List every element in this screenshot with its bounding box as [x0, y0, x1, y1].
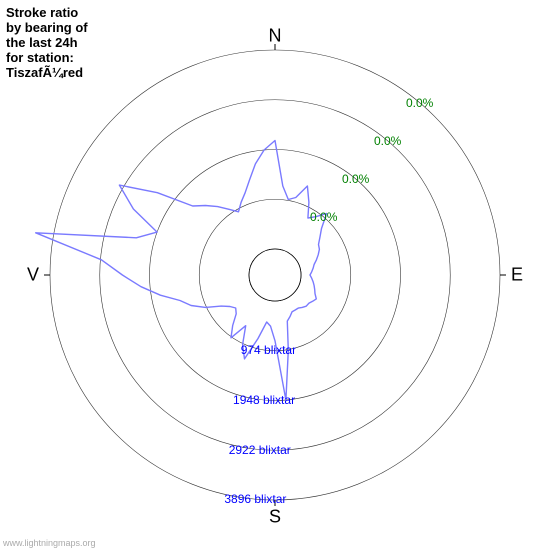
chart-container: Stroke ratio by bearing of the last 24h … — [0, 0, 550, 550]
polar-svg — [0, 0, 550, 550]
blue-ring-label: 2922 blixtar — [229, 443, 291, 457]
green-ring-label: 0.0% — [374, 134, 401, 148]
compass-v: V — [27, 265, 39, 286]
chart-title: Stroke ratio by bearing of the last 24h … — [6, 6, 88, 81]
green-ring-label: 0.0% — [310, 210, 337, 224]
blue-ring-label: 3896 blixtar — [224, 492, 286, 506]
footer-credit: www.lightningmaps.org — [3, 538, 96, 548]
compass-e: E — [511, 265, 523, 286]
blue-ring-label: 974 blixtar — [241, 343, 296, 357]
green-ring-label: 0.0% — [406, 96, 433, 110]
compass-n: N — [269, 26, 282, 47]
compass-s: S — [269, 507, 281, 528]
rose-polygon — [36, 141, 327, 401]
blue-ring-label: 1948 blixtar — [233, 393, 295, 407]
green-ring-label: 0.0% — [342, 172, 369, 186]
